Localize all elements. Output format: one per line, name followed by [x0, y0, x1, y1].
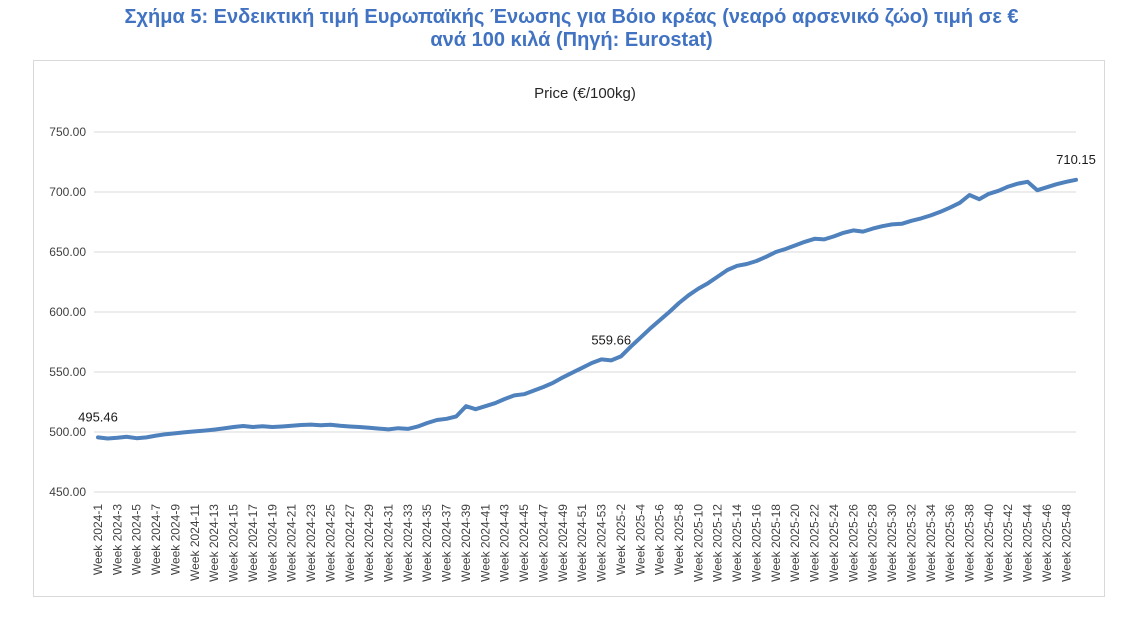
x-tick-label: Week 2025-46	[1040, 504, 1054, 582]
y-tick-label: 700.00	[49, 185, 86, 199]
y-tick-label: 450.00	[49, 485, 86, 499]
y-tick-label: 550.00	[49, 365, 86, 379]
x-tick-label: Week 2025-28	[866, 504, 880, 582]
chart-title: Price (€/100kg)	[534, 85, 636, 102]
x-tick-label: Week 2024-3	[110, 504, 124, 575]
x-tick-label: Week 2025-26	[846, 504, 860, 582]
x-tick-label: Week 2025-4	[633, 504, 647, 575]
x-tick-label: Week 2025-2	[614, 504, 628, 575]
data-label: 710.15	[1056, 152, 1096, 167]
x-tick-label: Week 2024-25	[323, 504, 337, 582]
x-tick-label: Week 2024-47	[536, 504, 550, 582]
x-tick-label: Week 2024-33	[401, 504, 415, 582]
price-series-line	[96, 177, 1078, 441]
x-tick-label: Week 2025-32	[904, 504, 918, 582]
y-tick-label: 750.00	[49, 125, 86, 139]
x-tick-label: Week 2024-15	[227, 504, 241, 582]
x-tick-label: Week 2024-51	[575, 504, 589, 582]
x-tick-label: Week 2024-19	[265, 504, 279, 582]
x-tick-label: Week 2025-14	[730, 504, 744, 582]
x-tick-label: Week 2025-6	[653, 504, 667, 575]
x-tick-label: Week 2025-40	[982, 504, 996, 582]
x-tick-label: Week 2024-13	[207, 504, 221, 582]
x-tick-label: Week 2025-8	[672, 504, 686, 575]
y-tick-label: 600.00	[49, 305, 86, 319]
x-tick-label: Week 2024-27	[343, 504, 357, 582]
x-tick-label: Week 2024-39	[459, 504, 473, 582]
y-axis-tick-labels: 450.00 500.00 550.00 600.00 650.00 700.00 750.…	[49, 125, 86, 499]
data-labels: 495.46 559.66 710.15	[78, 152, 1096, 425]
x-tick-label: Week 2024-7	[149, 504, 163, 575]
x-tick-label: Week 2025-48	[1059, 504, 1073, 582]
figure-title: Σχήμα 5: Ενδεικτική τιμή Ευρωπαϊκής Ένωσ…	[0, 6, 1143, 52]
x-tick-label: Week 2024-5	[130, 504, 144, 575]
x-tick-label: Week 2025-20	[788, 504, 802, 582]
price-line-chart: 450.00 500.00 550.00 600.00 650.00 700.00 750.…	[49, 85, 1096, 582]
x-tick-label: Week 2025-24	[827, 504, 841, 582]
x-axis-tick-labels: Week 2024-1 Week 2024-3 Week 2024-5 Week 20…	[91, 504, 1073, 582]
x-tick-label: Week 2025-42	[1001, 504, 1015, 582]
x-tick-label: Week 2024-23	[304, 504, 318, 582]
y-tick-label: 650.00	[49, 245, 86, 259]
x-tick-label: Week 2025-10	[691, 504, 705, 582]
x-tick-label: Week 2025-16	[749, 504, 763, 582]
x-tick-label: Week 2024-17	[246, 504, 260, 582]
x-tick-label: Week 2024-53	[595, 504, 609, 582]
x-tick-label: Week 2024-21	[285, 504, 299, 582]
x-tick-label: Week 2024-43	[498, 504, 512, 582]
x-tick-label: Week 2025-36	[943, 504, 957, 582]
x-tick-label: Week 2024-49	[556, 504, 570, 582]
figure-title-line1: Σχήμα 5: Ενδεικτική τιμή Ευρωπαϊκής Ένωσ…	[124, 6, 1019, 28]
x-tick-label: Week 2025-44	[1021, 504, 1035, 582]
x-tick-label: Week 2025-38	[962, 504, 976, 582]
x-tick-label: Week 2024-11	[188, 504, 202, 581]
x-tick-label: Week 2024-45	[517, 504, 531, 582]
figure-title-line2: ανά 100 κιλά (Πηγή: Eurostat)	[430, 29, 713, 51]
x-tick-label: Week 2025-18	[769, 504, 783, 582]
x-tick-label: Week 2025-34	[924, 504, 938, 582]
x-tick-label: Week 2024-9	[168, 504, 182, 575]
x-tick-label: Week 2024-37	[440, 504, 454, 582]
chart-container: 450.00 500.00 550.00 600.00 650.00 700.00 750.…	[33, 60, 1105, 597]
data-label: 559.66	[591, 332, 631, 347]
x-tick-label: Week 2024-41	[478, 504, 492, 582]
x-tick-label: Week 2024-31	[381, 504, 395, 582]
data-label: 495.46	[78, 409, 118, 424]
x-tick-label: Week 2024-29	[362, 504, 376, 582]
x-tick-label: Week 2025-30	[885, 504, 899, 582]
y-tick-label: 500.00	[49, 425, 86, 439]
x-tick-label: Week 2024-35	[420, 504, 434, 582]
x-tick-label: Week 2024-1	[91, 504, 105, 575]
x-tick-label: Week 2025-12	[711, 504, 725, 582]
x-tick-label: Week 2025-22	[808, 504, 822, 582]
chart-gridlines	[94, 131, 1076, 493]
